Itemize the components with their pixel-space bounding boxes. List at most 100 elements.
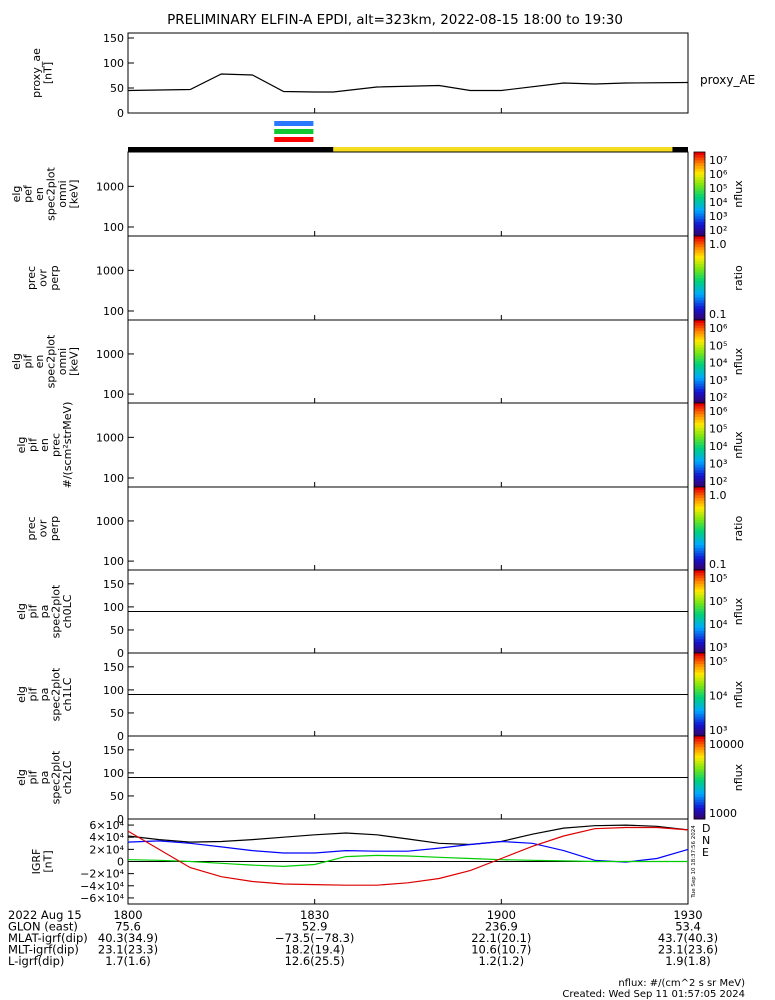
panel-0-ylabel-1: [nT] xyxy=(42,62,55,84)
event-marker-2 xyxy=(274,137,314,142)
colorbar-step xyxy=(694,473,705,477)
colorbar-step xyxy=(694,230,705,234)
colorbar-step xyxy=(694,738,705,743)
colorbar-step xyxy=(694,536,705,541)
xaxis-row-value: 52.9 xyxy=(302,920,328,934)
colorbar-step xyxy=(694,774,705,778)
colorbar-step xyxy=(694,733,705,737)
event-marker-0 xyxy=(274,121,314,126)
colorbar-step xyxy=(694,294,705,299)
colorbar-step xyxy=(694,666,705,671)
colorbar-step xyxy=(694,802,705,806)
panel-10-ytick-label: 4×10⁴ xyxy=(89,831,124,844)
panel-9-ylabel-3: spec2plot xyxy=(50,750,63,804)
quality-segment-0 xyxy=(128,147,334,152)
colorbar-step xyxy=(694,597,705,601)
colorbar-step xyxy=(694,272,705,276)
colorbar-step xyxy=(694,677,705,682)
igrf-legend-n: N xyxy=(702,834,710,847)
colorbar-step xyxy=(694,300,705,304)
colorbar-step xyxy=(694,688,705,693)
panel-2-ylabel-4: omni xyxy=(56,180,69,207)
colorbar-step xyxy=(694,694,705,698)
colorbar-step xyxy=(694,700,705,704)
colorbar-step xyxy=(694,163,705,167)
colorbar-step xyxy=(694,594,705,599)
colorbar-step xyxy=(694,322,705,327)
igrf-series-n xyxy=(127,840,689,863)
colorbar-tick-label: 0.1 xyxy=(709,308,727,321)
panel-5-ytick-label: 1000 xyxy=(96,431,124,444)
colorbar-step xyxy=(694,741,705,745)
colorbar-tick-label: 10⁵ xyxy=(709,423,727,436)
xaxis-row-label: MLAT-igrf(dip) xyxy=(8,931,88,945)
xaxis-row-value: 12.6(25.5) xyxy=(285,954,345,968)
colorbar-step xyxy=(694,583,705,588)
colorbar-step xyxy=(694,439,705,443)
panel-10-ytick-label: 2×10⁴ xyxy=(89,843,124,856)
event-marker-1 xyxy=(274,129,314,134)
colorbar-step xyxy=(694,769,705,773)
colorbar-step xyxy=(694,664,705,668)
colorbar-step xyxy=(694,378,705,382)
xaxis-row-value: 1.9(1.8) xyxy=(665,954,711,968)
colorbar-step xyxy=(694,383,705,387)
colorbar-step xyxy=(694,567,705,571)
colorbar-step xyxy=(694,672,705,676)
colorbar-step xyxy=(694,336,705,340)
colorbar-step xyxy=(694,639,705,643)
colorbar-tick-label: 1.0 xyxy=(709,238,727,251)
colorbar-step xyxy=(694,339,705,343)
colorbar-step xyxy=(694,227,705,231)
panel-3-ylabel-1: ovr xyxy=(37,269,50,287)
panel-5-colorbar: 10⁶ 10⁵ 10⁴ 10³ 10² nflux xyxy=(693,402,745,488)
colorbar-step xyxy=(694,495,705,499)
colorbar-step xyxy=(694,353,705,357)
panel-3-ytick-label: 100 xyxy=(103,305,124,318)
colorbar-step xyxy=(694,484,705,488)
colorbar-step xyxy=(694,628,705,632)
colorbar-step xyxy=(694,780,705,784)
colorbar-step xyxy=(694,655,705,660)
colorbar-step xyxy=(694,788,705,792)
panel-6-ylabel-1: ovr xyxy=(37,519,50,537)
colorbar-step xyxy=(694,511,705,516)
colorbar-step xyxy=(694,154,705,159)
proxy-ae-line xyxy=(127,73,689,93)
colorbar-step xyxy=(694,160,705,164)
colorbar-tick-label: 10³ xyxy=(709,641,727,654)
colorbar-step xyxy=(694,603,705,607)
colorbar-step xyxy=(694,641,705,646)
panel-6-ytick-label: 100 xyxy=(103,555,124,568)
panel-8-ytick-label: 0 xyxy=(117,730,124,743)
colorbar-step xyxy=(694,570,705,574)
colorbar-step xyxy=(694,369,705,374)
colorbar-step xyxy=(694,730,705,734)
colorbar-tick-label: 10⁶ xyxy=(709,405,728,418)
panel-2-ylabel-5: [keV] xyxy=(68,180,81,209)
xaxis-row-value: 1900 xyxy=(487,908,516,922)
colorbar-step xyxy=(694,222,705,226)
panel-9-ylabel-1: pif xyxy=(27,769,40,784)
panel-2-ytick-label: 1000 xyxy=(96,180,124,193)
colorbar-step xyxy=(694,619,705,624)
colorbar-step xyxy=(694,625,705,629)
colorbar-step xyxy=(694,708,705,712)
colorbar-step xyxy=(694,481,705,485)
igrf-legend-d: D xyxy=(702,822,710,835)
xaxis-row-value: 40.3(34.9) xyxy=(98,931,158,945)
xaxis-row-value: 1830 xyxy=(300,908,329,922)
panel-8-ylabel-3: spec2plot xyxy=(50,667,63,721)
colorbar-step xyxy=(694,722,705,726)
panel-4-ylabel-4: omni xyxy=(56,348,69,375)
igrf-series-total xyxy=(127,826,689,886)
x-axis-annotation: 2022 Aug 15 1800 1830 1900 1930 GLON (east) 75… xyxy=(8,908,718,968)
colorbar-step xyxy=(694,669,705,673)
panel-10-ytick-label: −6×10⁴ xyxy=(80,892,124,905)
colorbar-step xyxy=(694,592,705,596)
panel-0-ylabel-0: proxy_ae xyxy=(30,48,43,98)
panel-9-ylabel-0: elg xyxy=(15,769,28,786)
colorbar-step xyxy=(694,171,705,175)
colorbar-step xyxy=(694,650,705,654)
